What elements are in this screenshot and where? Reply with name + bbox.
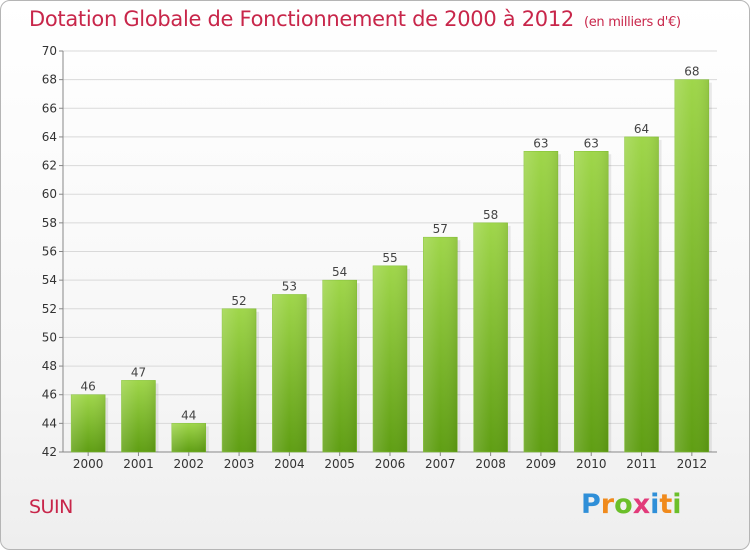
data-label: 47 <box>131 365 146 379</box>
logo-letter: P <box>581 489 601 520</box>
logo-letter: x <box>632 489 651 520</box>
y-tick-label: 62 <box>42 159 57 173</box>
x-tick-label: 2004 <box>274 457 305 471</box>
bar-highlight <box>373 265 407 452</box>
bar-highlight <box>272 294 307 452</box>
x-tick-label: 2000 <box>73 457 104 471</box>
bar-highlight <box>322 280 357 452</box>
logo-letter: r <box>600 489 615 520</box>
y-tick-label: 68 <box>42 73 57 87</box>
y-tick-label: 56 <box>42 245 57 259</box>
x-tick-label: 2005 <box>324 457 355 471</box>
data-label: 54 <box>332 265 347 279</box>
y-tick-label: 54 <box>42 273 57 287</box>
commune-name: SUIN <box>29 496 73 518</box>
data-label: 55 <box>382 251 397 265</box>
data-label: 68 <box>684 65 699 79</box>
chart-subtitle: (en milliers d'€) <box>583 15 681 30</box>
data-label: 58 <box>483 208 498 222</box>
data-labels: 46 47 44 52 53 54 55 57 58 63 63 64 68 <box>81 65 700 423</box>
y-tick-label: 66 <box>42 101 57 115</box>
bar-highlight <box>574 151 609 452</box>
bar-highlight <box>523 151 558 452</box>
x-tick-label: 2003 <box>224 457 255 471</box>
chart-title-text: Dotation Globale de Fonctionnement de 20… <box>29 7 574 31</box>
data-label: 53 <box>282 279 297 293</box>
x-tick-label: 2008 <box>475 457 506 471</box>
data-label: 52 <box>231 294 246 308</box>
data-label: 44 <box>181 408 196 422</box>
y-tick-label: 58 <box>42 216 57 230</box>
logo-letter: o <box>614 489 633 520</box>
bar-highlight <box>624 136 659 452</box>
bar-highlight <box>423 237 458 452</box>
x-tick-label: 2011 <box>626 457 657 471</box>
bar-highlight <box>473 222 508 452</box>
y-tick-label: 60 <box>42 187 57 201</box>
x-tick-label: 2010 <box>576 457 607 471</box>
bar-highlight <box>71 394 106 452</box>
bar-highlight <box>674 79 709 453</box>
bar-highlight <box>171 423 206 452</box>
x-tick-label: 2006 <box>375 457 406 471</box>
proxiti-logo: Proxiti <box>581 489 682 520</box>
chart-title: Dotation Globale de Fonctionnement de 20… <box>29 7 681 31</box>
y-tick-label: 44 <box>42 416 57 430</box>
x-tick-label: 2012 <box>677 457 708 471</box>
x-tick-label: 2002 <box>173 457 204 471</box>
data-label: 57 <box>433 222 448 236</box>
data-label: 63 <box>584 136 599 150</box>
x-tick-label: 2007 <box>425 457 456 471</box>
x-tick-label: 2001 <box>123 457 154 471</box>
y-tick-label: 70 <box>42 44 57 58</box>
x-tick-label: 2009 <box>526 457 557 471</box>
data-label: 46 <box>81 380 96 394</box>
y-tick-label: 52 <box>42 302 57 316</box>
logo-letter: i <box>672 489 682 520</box>
y-tick-label: 46 <box>42 388 57 402</box>
bar-highlight <box>222 308 257 452</box>
bars <box>70 79 712 453</box>
y-tick-label: 64 <box>42 130 57 144</box>
logo-letter: t <box>659 489 673 520</box>
logo-letter: i <box>650 489 660 520</box>
y-tick-label: 48 <box>42 359 57 373</box>
data-label: 64 <box>634 122 649 136</box>
data-label: 63 <box>533 136 548 150</box>
bar-highlight <box>121 380 156 452</box>
y-tick-label: 50 <box>42 330 57 344</box>
y-tick-label: 42 <box>42 445 57 459</box>
